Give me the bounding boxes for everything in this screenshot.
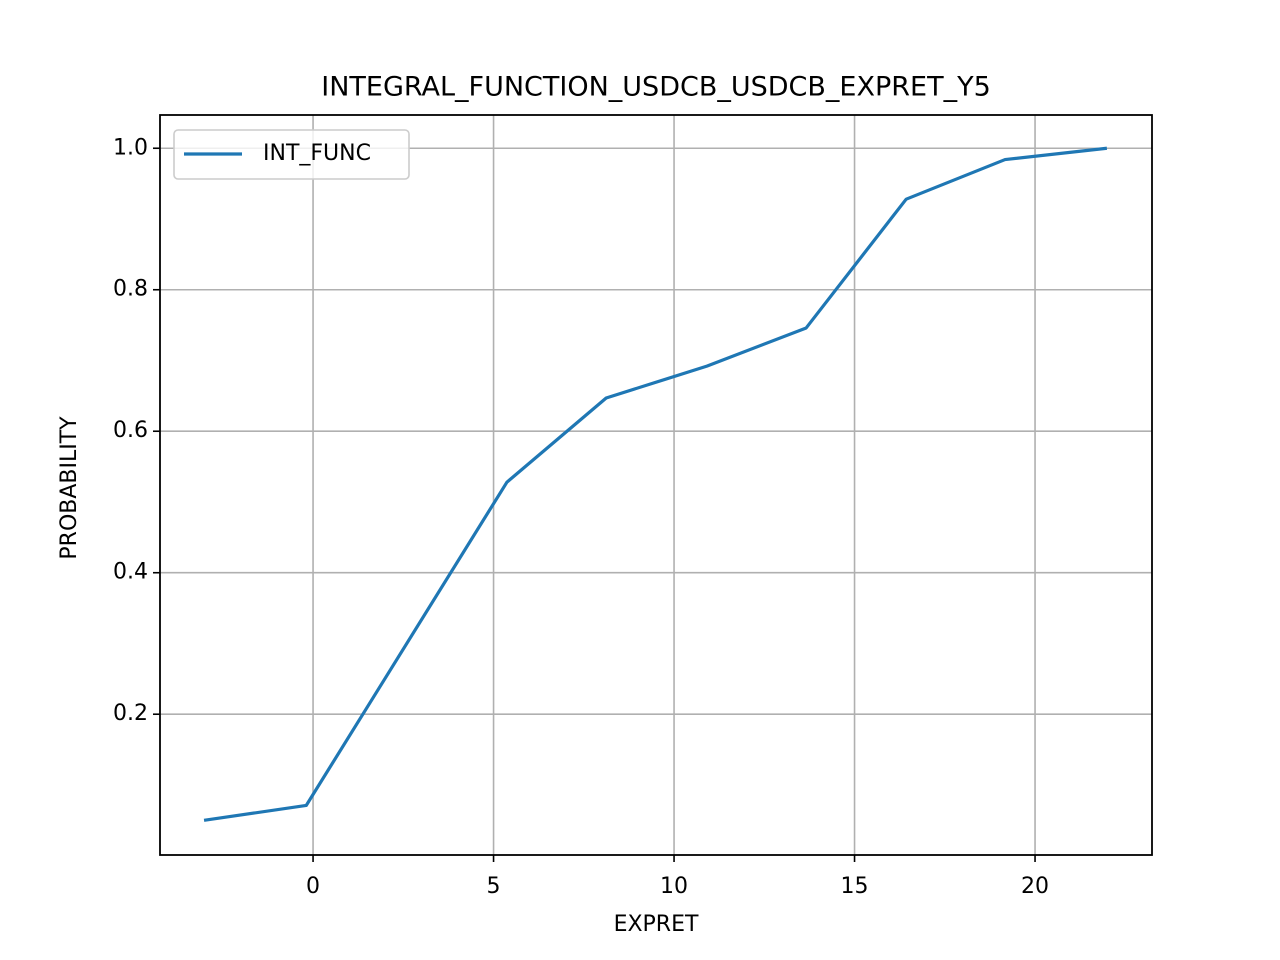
x-tick-label: 15	[841, 874, 869, 899]
x-tick-label: 20	[1021, 874, 1049, 899]
x-tick-label: 0	[306, 874, 320, 899]
y-tick-label: 0.8	[113, 277, 148, 302]
y-tick-label: 0.2	[113, 701, 148, 726]
legend-box	[173, 129, 410, 180]
y-tick-label: 0.4	[113, 560, 148, 585]
y-tick-label: 1.0	[113, 135, 148, 160]
chart-title: INTEGRAL_FUNCTION_USDCB_USDCB_EXPRET_Y5	[321, 72, 991, 103]
plot-frame	[159, 114, 1153, 856]
data-line	[203, 146, 1108, 822]
x-tick-label: 5	[487, 874, 501, 899]
y-axis-label: PROBABILITY	[57, 416, 82, 560]
legend-label: INT_FUNC	[263, 141, 371, 166]
x-axis-label: EXPRET	[614, 912, 699, 937]
x-tick-label: 10	[660, 874, 688, 899]
y-tick-label: 0.6	[113, 418, 148, 443]
